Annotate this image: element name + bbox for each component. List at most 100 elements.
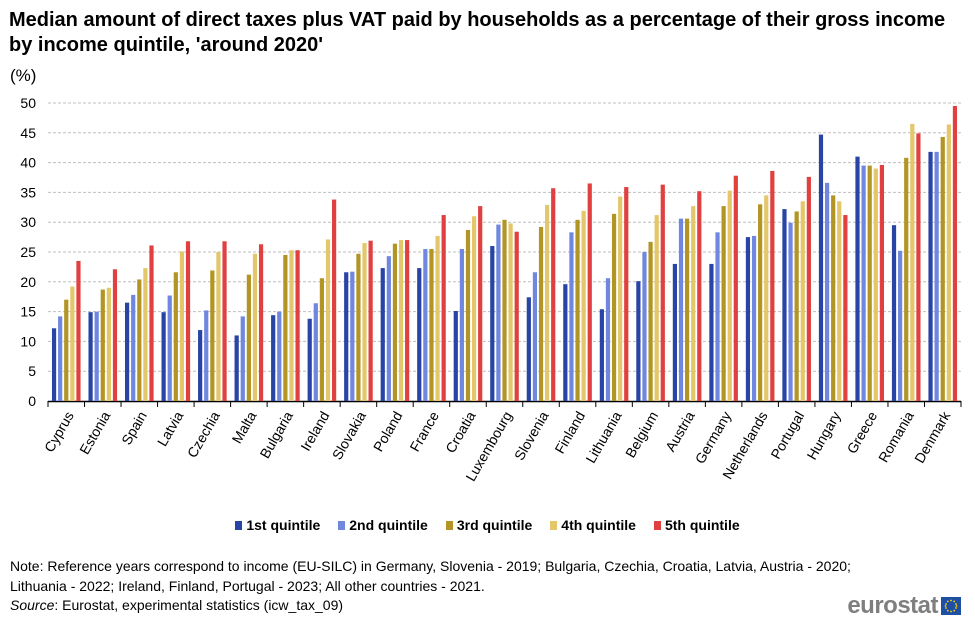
bar-5-romania	[916, 133, 921, 401]
bar-1-germany	[709, 263, 714, 401]
bar-2-hungary	[824, 182, 830, 401]
bar-3-belgium	[648, 241, 653, 401]
bar-1-denmark	[928, 151, 933, 401]
bar-1-poland	[380, 268, 385, 401]
bar-1-estonia	[88, 312, 93, 401]
bar-2-portugal	[788, 222, 793, 401]
eu-flag-icon	[941, 597, 961, 615]
legend-label: 2nd quintile	[349, 517, 428, 533]
x-tick-label: Portugal	[767, 409, 807, 462]
bar-1-greece	[855, 156, 860, 401]
bar-1-hungary	[818, 134, 824, 401]
bar-3-romania	[904, 157, 909, 401]
bar-1-croatia	[453, 311, 458, 401]
bar-4-belgium	[654, 215, 659, 401]
bar-3-cyprus	[64, 299, 69, 401]
x-tick-label: France	[406, 408, 442, 454]
bar-5-slovenia	[551, 188, 556, 401]
bar-4-austria	[691, 206, 696, 401]
bar-4-ireland	[325, 239, 331, 401]
x-tick-label: Ireland	[297, 409, 332, 454]
legend: 1st quintile 2nd quintile 3rd quintile 4th …	[0, 517, 975, 533]
bar-1-spain	[125, 302, 130, 401]
y-tick-label: 15	[20, 304, 36, 320]
bar-4-netherlands	[764, 195, 769, 401]
x-tick-label: Croatia	[442, 408, 479, 455]
x-tick-label: Latvia	[154, 408, 187, 449]
y-tick-label: 30	[20, 214, 36, 230]
bar-1-latvia	[161, 312, 166, 401]
bar-2-netherlands	[751, 235, 757, 401]
x-tick-label: Austria	[662, 408, 698, 454]
bar-3-slovakia	[356, 253, 361, 401]
bar-4-croatia	[471, 216, 477, 401]
x-tick-label: Czechia	[184, 408, 223, 460]
x-tick-label: Belgium	[622, 409, 661, 461]
x-tick-label: Denmark	[911, 408, 954, 466]
bar-1-slovenia	[526, 297, 531, 401]
source-text: : Eurostat, experimental statistics (icw…	[54, 597, 344, 613]
bar-4-malta	[252, 253, 258, 401]
y-tick-label: 50	[20, 95, 36, 111]
bar-2-bulgaria	[277, 311, 282, 401]
bar-5-estonia	[112, 269, 118, 401]
bar-4-romania	[910, 123, 915, 402]
bar-5-luxembourg	[514, 231, 519, 401]
bar-5-czechia	[222, 241, 227, 401]
bar-1-belgium	[636, 281, 641, 401]
y-axis-unit: (%)	[10, 66, 37, 85]
bar-1-netherlands	[745, 237, 751, 401]
bar-2-czechia	[204, 310, 209, 401]
bar-1-malta	[234, 335, 239, 401]
bar-3-hungary	[831, 195, 836, 401]
bar-4-denmark	[946, 124, 951, 402]
bar-1-bulgaria	[271, 315, 276, 401]
bar-4-poland	[398, 240, 404, 401]
legend-item: 2nd quintile	[338, 517, 428, 533]
y-tick-label: 40	[20, 155, 36, 171]
bar-2-romania	[898, 250, 903, 401]
legend-swatch	[550, 520, 558, 530]
y-tick-label: 45	[20, 125, 36, 141]
bar-4-spain	[143, 268, 148, 401]
source-line: Source: Eurostat, experimental statistic…	[10, 597, 343, 613]
bar-5-france	[441, 215, 446, 401]
source-label: Source	[10, 597, 55, 613]
bar-4-estonia	[106, 287, 111, 401]
bar-4-hungary	[837, 201, 842, 401]
bar-3-netherlands	[758, 204, 763, 401]
x-tick-label: Greece	[843, 408, 880, 456]
bar-5-greece	[879, 164, 884, 401]
bar-5-germany	[733, 175, 738, 401]
bar-2-greece	[861, 165, 866, 401]
legend-item: 3rd quintile	[445, 517, 533, 533]
bar-3-portugal	[794, 211, 799, 401]
bar-5-cyprus	[76, 260, 81, 401]
bar-5-belgium	[660, 184, 665, 401]
x-tick-label: Bulgaria	[256, 408, 296, 461]
eurostat-logo: eurostat	[847, 592, 961, 620]
legend-swatch	[338, 520, 346, 530]
bar-4-france	[435, 235, 440, 401]
y-tick-label: 25	[20, 244, 36, 260]
y-tick-label: 5	[28, 363, 36, 379]
logo-text: eurostat	[847, 592, 938, 619]
legend-label: 3rd quintile	[456, 517, 533, 533]
y-tick-label: 0	[28, 393, 36, 409]
bar-5-malta	[258, 244, 264, 401]
legend-swatch	[235, 520, 243, 530]
bar-1-romania	[891, 225, 897, 401]
x-tick-label: Hungary	[803, 409, 843, 463]
bar-3-poland	[392, 243, 398, 401]
bar-2-finland	[569, 232, 574, 401]
bar-2-ireland	[313, 303, 318, 401]
x-tick-label: Spain	[118, 409, 150, 448]
bar-2-malta	[240, 316, 245, 401]
x-tick-label: Poland	[370, 409, 406, 455]
legend-item: 4th quintile	[550, 517, 636, 533]
bar-4-bulgaria	[289, 250, 294, 401]
bar-4-czechia	[216, 252, 221, 401]
bar-2-lithuania	[605, 278, 611, 401]
bar-3-malta	[246, 274, 251, 401]
